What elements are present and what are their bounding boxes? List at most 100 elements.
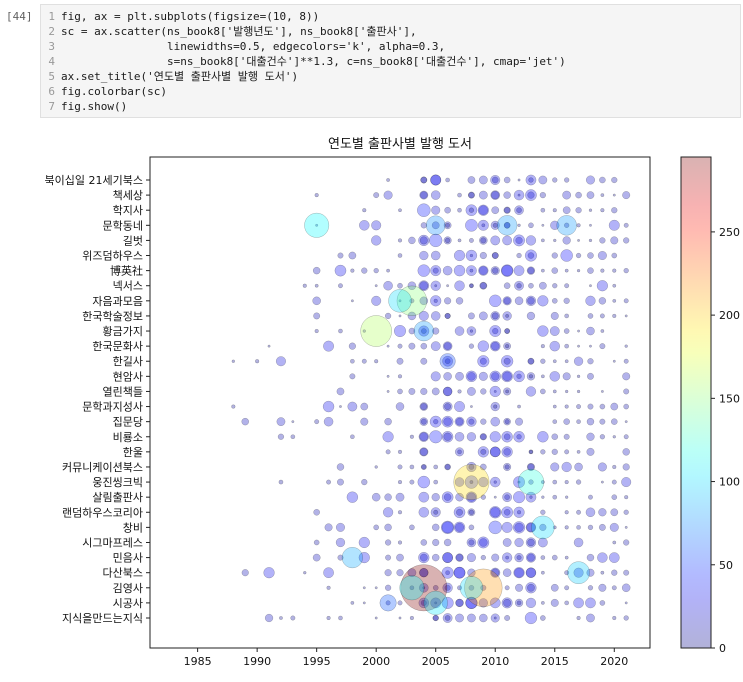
scatter-point	[314, 328, 319, 334]
y-tick-label: 다산북스	[103, 567, 143, 580]
scatter-point	[455, 297, 464, 305]
scatter-point	[537, 325, 549, 337]
scatter-point	[525, 295, 537, 306]
scatter-point	[465, 218, 478, 232]
scatter-point	[443, 236, 452, 245]
scatter-point	[467, 372, 476, 381]
scatter-point	[586, 326, 595, 336]
scatter-point	[489, 446, 501, 458]
scatter-point	[564, 313, 569, 319]
scatter-point	[514, 280, 524, 291]
line-number: 6	[48, 85, 55, 98]
scatter-point	[564, 222, 570, 228]
scatter-point	[358, 536, 370, 549]
scatter-point	[469, 268, 474, 273]
scatter-point	[513, 431, 525, 443]
cell-prompt: [44]	[6, 10, 33, 23]
scatter-point	[395, 492, 405, 502]
scatter-point	[337, 252, 344, 259]
y-tick-label: 북이십일 21세기북스	[45, 173, 143, 187]
scatter-point	[465, 596, 478, 610]
y-tick-label: 황금가지	[103, 325, 143, 338]
scatter-point	[326, 585, 331, 590]
scatter-point	[373, 524, 380, 531]
scatter-point	[611, 252, 618, 259]
scatter-point	[241, 569, 249, 577]
scatter-point	[338, 328, 343, 334]
scatter-point	[397, 343, 403, 349]
scatter-point	[623, 434, 629, 440]
scatter-point	[442, 552, 453, 563]
scatter-point	[468, 584, 475, 591]
scatter-point	[516, 434, 522, 440]
code-editor[interactable]: 1 fig, ax = plt.subplots(figsize=(10, 8))…	[40, 4, 741, 118]
colorbar-tick-label: 200	[719, 309, 740, 322]
scatter-point	[419, 447, 428, 456]
scatter-point	[576, 449, 581, 454]
scatter-point	[444, 464, 451, 470]
scatter-point	[586, 447, 595, 456]
cell-output: 연도별 출판사별 발행 도서 북이십일 21세기북스 책세상 학지사 문학동네 길벗 위즈…	[0, 126, 743, 678]
scatter-point	[490, 190, 501, 200]
scatter-point	[419, 250, 429, 261]
scatter-point	[430, 341, 441, 352]
scatter-point	[267, 344, 271, 348]
scatter-point	[517, 193, 521, 197]
scatter-point	[481, 223, 486, 228]
scatter-point	[432, 538, 440, 547]
y-tick-label: 커뮤니케이션북스	[62, 461, 143, 474]
scatter-point	[562, 206, 571, 215]
scatter-point	[575, 191, 582, 199]
scatter-point	[456, 508, 463, 516]
notebook-cell[interactable]: [44] 1 fig, ax = plt.subplots(figsize=(10…	[0, 0, 743, 120]
scatter-point	[418, 325, 430, 337]
colorbar-tick-label: 250	[719, 226, 740, 239]
scatter-point	[549, 371, 561, 382]
scatter-point	[624, 601, 628, 605]
scatter-point	[490, 235, 501, 246]
scatter-point	[323, 340, 335, 352]
scatter-point	[468, 539, 475, 546]
scatter-point	[397, 464, 403, 470]
scatter-point	[346, 491, 359, 503]
scatter-point	[516, 555, 522, 561]
scatter-point	[395, 402, 405, 411]
scatter-point	[467, 312, 475, 320]
scatter-point	[384, 584, 392, 591]
scatter-point	[586, 191, 595, 199]
x-tick-label: 2005	[422, 655, 450, 668]
y-tick-label: 책세상	[113, 189, 143, 202]
scatter-point	[537, 295, 549, 307]
scatter-point	[562, 372, 571, 381]
scatter-point	[525, 189, 537, 201]
scatter-point	[525, 386, 537, 397]
scatter-point	[586, 568, 595, 577]
scatter-point	[409, 434, 414, 439]
scatter-point	[362, 586, 366, 590]
scatter-point	[528, 177, 534, 183]
scatter-point	[551, 298, 558, 304]
scatter-point	[290, 434, 296, 440]
scatter-point	[453, 566, 466, 579]
scatter-point	[525, 582, 537, 594]
scatter-point	[430, 250, 441, 261]
scatter-point	[564, 343, 569, 349]
scatter-point	[490, 341, 500, 351]
scatter-point	[493, 480, 497, 484]
scatter-point	[501, 370, 513, 383]
x-tick-label: 1990	[243, 655, 271, 668]
scatter-point	[539, 523, 547, 531]
scatter-point	[525, 567, 537, 578]
scatter-point	[465, 596, 478, 609]
line-number: 3	[48, 40, 55, 53]
scatter-point	[480, 554, 486, 561]
scatter-point	[480, 584, 487, 591]
scatter-point	[397, 238, 403, 243]
scatter-point	[609, 522, 619, 532]
scatter-point	[408, 342, 416, 350]
scatter-point	[399, 575, 425, 601]
scatter-point	[469, 329, 474, 333]
scatter-point	[478, 371, 488, 381]
scatter-point	[420, 176, 428, 184]
scatter-point	[525, 174, 537, 186]
